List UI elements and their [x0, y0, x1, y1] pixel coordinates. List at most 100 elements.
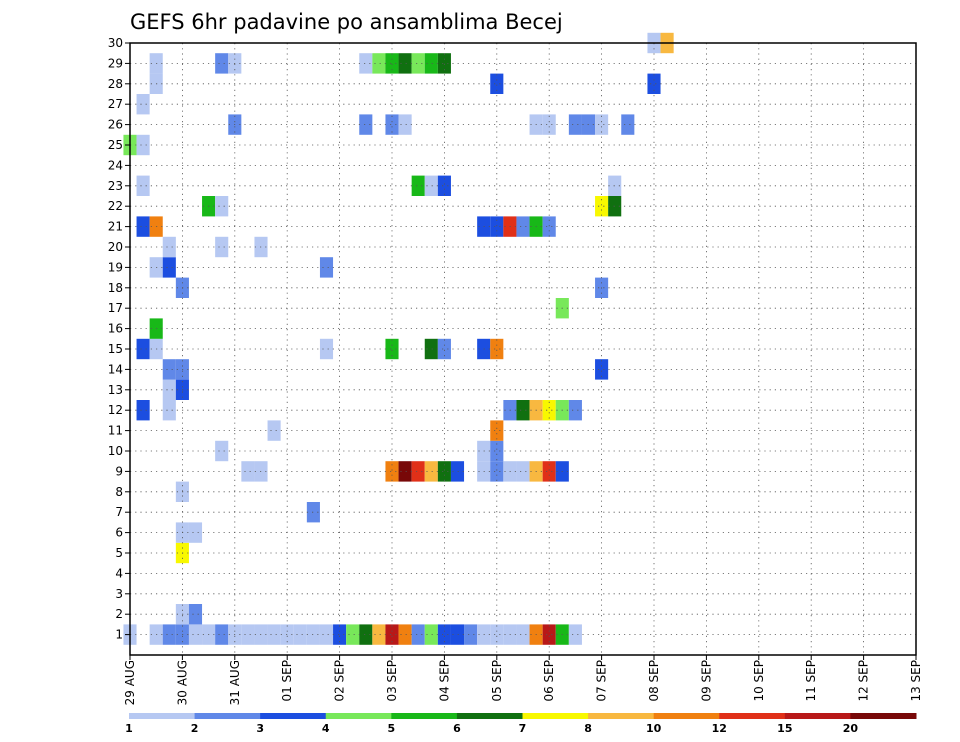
colorbar-label: 12 — [712, 722, 727, 735]
precip-cell — [437, 338, 451, 360]
precip-cell — [188, 604, 203, 625]
y-tick-label: 9 — [115, 464, 123, 478]
precip-cell — [136, 216, 150, 237]
precip-cell — [490, 73, 504, 94]
y-axis-ticks: 1234567891011121314151617181920212223242… — [108, 36, 130, 642]
precip-cell — [385, 114, 399, 135]
precip-cell — [411, 53, 425, 74]
precip-cell — [385, 461, 399, 482]
precip-cell — [215, 196, 229, 217]
y-tick-label: 15 — [108, 342, 123, 356]
precip-cell — [595, 114, 609, 135]
y-tick-label: 18 — [108, 281, 123, 295]
y-tick-label: 14 — [108, 362, 123, 376]
y-tick-label: 1 — [115, 628, 123, 642]
y-tick-label: 13 — [108, 383, 123, 397]
precip-cell — [162, 236, 176, 258]
precip-cell — [306, 502, 320, 523]
precip-cell — [372, 53, 386, 74]
precip-cell — [136, 400, 150, 421]
x-tick-label: 03 SEP — [385, 660, 399, 702]
x-tick-label: 31 AUG — [228, 660, 242, 705]
precip-cell — [162, 379, 176, 400]
precip-cell — [306, 624, 320, 645]
precip-cell — [215, 624, 229, 645]
y-tick-label: 25 — [108, 138, 123, 152]
y-tick-label: 22 — [108, 199, 123, 213]
precip-cell — [424, 175, 438, 196]
grid-lines — [130, 43, 916, 655]
x-tick-label: 04 SEP — [437, 660, 451, 702]
colorbar-swatch — [719, 713, 786, 719]
y-tick-label: 6 — [115, 526, 123, 540]
colorbar-label: 2 — [191, 722, 199, 735]
x-tick-label: 05 SEP — [490, 660, 504, 702]
precip-cell — [215, 236, 229, 258]
x-tick-label: 11 SEP — [804, 660, 818, 702]
precip-cell — [450, 461, 465, 482]
y-tick-label: 19 — [108, 260, 123, 274]
x-tick-label: 02 SEP — [333, 660, 347, 702]
precip-cell — [542, 624, 556, 645]
precip-cell — [215, 440, 229, 462]
precip-cell — [267, 420, 281, 441]
precip-cell — [516, 400, 530, 421]
y-tick-label: 8 — [115, 485, 123, 499]
colorbar-label: 8 — [584, 722, 592, 735]
y-tick-label: 5 — [115, 546, 123, 560]
colorbar: 1 2 3 4 5 6 7 8 10 12 15 20 — [125, 713, 917, 735]
precip-cell — [490, 461, 504, 482]
colorbar-swatch — [391, 713, 458, 719]
colorbar-label: 10 — [646, 722, 662, 735]
precip-cell — [516, 216, 530, 237]
x-axis-ticks: 29 AUG 30 AUG 31 AUG 01 SEP 02 SEP 03 SEP 04 S… — [123, 655, 923, 705]
x-tick-label: 08 SEP — [647, 660, 661, 702]
chart-title: GEFS 6hr padavine po ansamblima Becej — [130, 10, 563, 34]
y-tick-label: 17 — [108, 301, 123, 315]
precip-cell — [359, 624, 373, 645]
colorbar-swatch — [194, 713, 261, 719]
colorbar-label: 4 — [322, 722, 330, 735]
y-tick-label: 24 — [108, 158, 123, 172]
precip-cell — [437, 53, 451, 74]
precip-cell — [136, 134, 150, 156]
precip-cell — [398, 114, 412, 135]
colorbar-swatch — [653, 713, 720, 719]
precip-cell — [647, 73, 661, 94]
colorbar-label: 6 — [453, 722, 461, 735]
precip-cell — [568, 624, 582, 645]
precip-cell — [542, 114, 556, 135]
precip-cell — [437, 175, 451, 196]
colorbar-swatch — [260, 713, 327, 719]
x-tick-label: 12 SEP — [857, 660, 871, 702]
precip-cell — [346, 624, 360, 645]
precip-cell — [241, 461, 255, 482]
precip-cell — [398, 53, 412, 74]
x-tick-label: 01 SEP — [280, 660, 294, 702]
colorbar-label: 20 — [843, 722, 859, 735]
precip-cell — [398, 624, 412, 645]
y-tick-label: 2 — [115, 607, 123, 621]
precip-cell — [542, 461, 556, 482]
plot-frame — [129, 42, 917, 656]
x-tick-label: 07 SEP — [595, 660, 609, 702]
colorbar-swatch — [456, 713, 523, 719]
precip-cell — [437, 624, 451, 645]
y-tick-label: 10 — [108, 444, 123, 458]
precip-cells — [123, 32, 674, 645]
y-tick-label: 12 — [108, 403, 123, 417]
precip-cell — [464, 624, 478, 645]
precip-cell — [490, 420, 504, 441]
precip-cell — [359, 114, 373, 135]
precip-cell — [319, 624, 334, 645]
precip-cell — [136, 338, 150, 360]
precip-cell — [241, 624, 255, 645]
precip-cell — [542, 216, 556, 237]
y-tick-label: 26 — [108, 118, 123, 132]
x-tick-label: 09 SEP — [699, 660, 713, 702]
precip-cell — [490, 216, 504, 237]
precip-cell — [595, 359, 609, 380]
colorbar-swatch — [850, 713, 917, 719]
y-tick-label: 20 — [108, 240, 123, 254]
y-tick-label: 29 — [108, 56, 123, 70]
